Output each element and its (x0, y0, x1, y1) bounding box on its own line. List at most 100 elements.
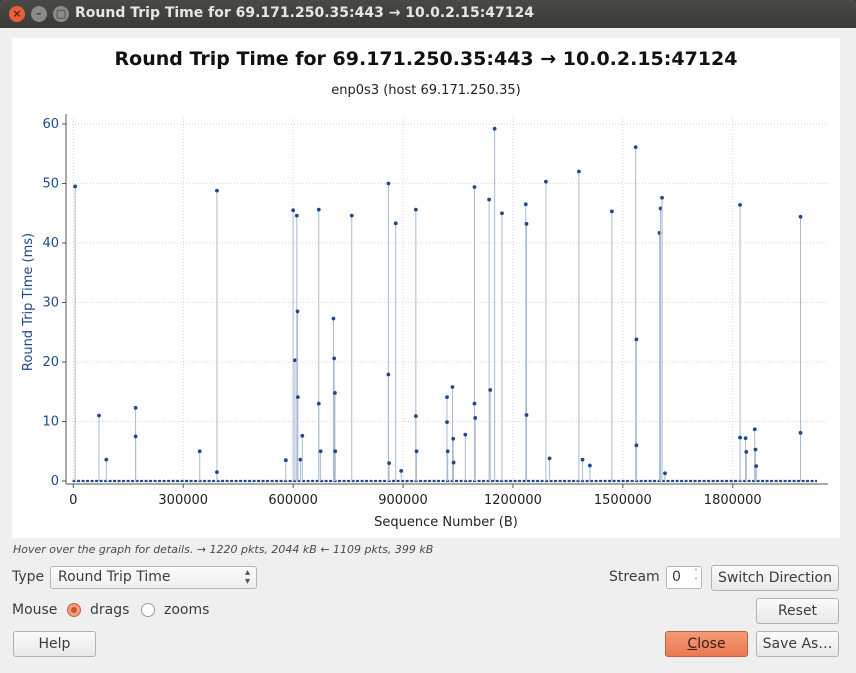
rtt-point (197, 449, 202, 454)
rtt-point (97, 413, 101, 418)
window-minimize-icon[interactable]: – (31, 6, 47, 22)
y-axis-label: Round Trip Time (ms) (21, 233, 36, 371)
rtt-point (753, 447, 758, 452)
rtt-point (451, 436, 456, 441)
rtt-point (463, 432, 468, 437)
rtt-point (215, 470, 219, 474)
rtt-point (524, 222, 529, 226)
rtt-point (295, 395, 300, 400)
title-bar: × – ▢ Round Trip Time for 69.171.250.35:… (0, 0, 856, 28)
rtt-point (492, 126, 497, 131)
rtt-point (743, 436, 748, 441)
x-tick-label: 1500000 (594, 493, 652, 508)
rtt-point (399, 469, 404, 473)
rtt-point (283, 458, 288, 463)
rtt-point (318, 449, 323, 454)
save-as-button[interactable]: Save As… (756, 631, 839, 657)
rtt-point (798, 430, 803, 435)
rtt-point (500, 211, 504, 216)
rtt-point (744, 449, 749, 454)
rtt-point (798, 214, 803, 219)
rtt-point (104, 457, 109, 462)
rtt-point (445, 395, 449, 400)
stream-label: Stream (609, 569, 660, 585)
rtt-point (386, 181, 391, 186)
chart-title: Round Trip Time for 69.171.250.35:443 → … (115, 48, 738, 70)
y-tick-label: 30 (42, 295, 59, 310)
rtt-point (472, 185, 477, 189)
rtt-point (293, 358, 297, 363)
rtt-point (450, 385, 455, 389)
combo-arrows-icon: ▴ ▾ (244, 567, 250, 587)
rtt-point (752, 427, 757, 432)
window-maximize-icon[interactable]: ▢ (53, 6, 69, 22)
rtt-chart[interactable]: Round Trip Time for 69.171.250.35:443 → … (12, 38, 840, 538)
rtt-point (413, 207, 418, 212)
rtt-point (472, 401, 477, 406)
rtt-point (738, 435, 742, 440)
y-tick-label: 50 (42, 176, 59, 191)
reset-button[interactable]: Reset (756, 598, 839, 624)
rtt-point (634, 337, 639, 342)
window-close-icon[interactable]: × (9, 6, 25, 22)
chart-subtitle: enp0s3 (host 69.171.250.35) (331, 83, 520, 98)
rtt-point (133, 434, 138, 439)
rtt-point (215, 188, 219, 193)
x-tick-label: 600000 (268, 493, 318, 508)
switch-direction-button[interactable]: Switch Direction (711, 565, 839, 591)
rtt-point (445, 449, 450, 454)
rtt-point (294, 213, 299, 218)
rtt-point (332, 356, 337, 361)
rtt-point (544, 179, 548, 184)
x-axis-label: Sequence Number (B) (374, 515, 518, 530)
rtt-point (349, 213, 354, 218)
y-tick-label: 60 (42, 117, 59, 132)
rtt-point (754, 464, 759, 469)
rtt-point (414, 449, 419, 454)
rtt-point (393, 221, 398, 226)
rtt-point (295, 309, 300, 314)
graph-type-select[interactable]: Round Trip Time ▴ ▾ (50, 566, 257, 589)
y-tick-label: 20 (42, 355, 59, 370)
rtt-point (291, 208, 296, 213)
close-label: lose (697, 636, 726, 652)
rtt-point (524, 413, 529, 417)
rtt-point (300, 433, 305, 438)
window-title: Round Trip Time for 69.171.250.35:443 → … (75, 5, 535, 21)
stream-spinbox[interactable]: 0 ˄ ˅ (666, 566, 702, 589)
drags-radio[interactable] (67, 603, 81, 617)
x-tick-label: 1800000 (704, 493, 762, 508)
rtt-point (487, 197, 492, 202)
rtt-point (580, 457, 585, 462)
rtt-point (634, 443, 639, 448)
type-label: Type (12, 569, 45, 585)
x-tick-label: 900000 (378, 493, 428, 508)
zooms-label[interactable]: zooms (164, 602, 210, 618)
x-tick-label: 0 (69, 493, 77, 508)
stream-value: 0 (672, 569, 681, 585)
help-button[interactable]: Help (13, 631, 96, 657)
status-hint: Hover over the graph for details. → 1220… (13, 543, 434, 556)
rtt-point (316, 401, 321, 406)
y-tick-label: 10 (42, 415, 59, 430)
spin-arrows-icon[interactable]: ˄ ˅ (694, 568, 698, 586)
rtt-point (413, 414, 418, 419)
x-tick-label: 300000 (158, 493, 208, 508)
rtt-point (73, 184, 78, 189)
drags-label[interactable]: drags (90, 602, 130, 618)
rtt-point (660, 195, 664, 200)
rtt-point (332, 391, 337, 395)
plot-area[interactable]: Round Trip Time for 69.171.250.35:443 → … (12, 38, 840, 538)
close-mnemonic: C (687, 636, 698, 652)
rtt-point (333, 449, 338, 454)
close-button[interactable]: Close (665, 631, 748, 657)
rtt-point (609, 209, 614, 214)
rtt-point (387, 461, 392, 466)
rtt-point (738, 202, 742, 207)
rtt-point (633, 145, 638, 150)
rtt-point (473, 416, 478, 420)
zooms-radio[interactable] (141, 603, 155, 617)
rtt-point (451, 460, 456, 465)
rtt-point (386, 372, 391, 377)
